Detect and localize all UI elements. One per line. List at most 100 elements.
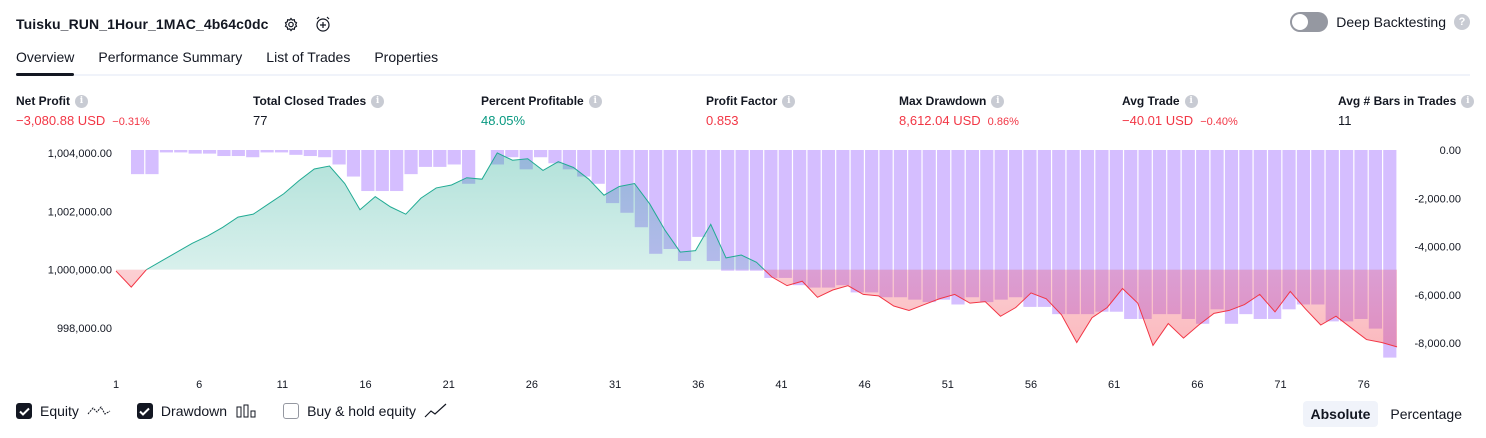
right-axis: 0.00 -2,000.00 -4,000.00 -6,000.00 -8,000.00 [1415, 145, 1461, 350]
x-tick-label: 11 [277, 379, 288, 391]
drawdown-bar [677, 150, 692, 262]
report-tabs: Overview Performance Summary List of Tra… [16, 46, 1470, 76]
tab-list-of-trades[interactable]: List of Trades [266, 49, 351, 65]
drawdown-bars [130, 150, 1397, 358]
right-tick-label: -8,000.00 [1415, 338, 1461, 350]
drawdown-bar [764, 150, 778, 278]
mode-absolute[interactable]: Absolute [1302, 401, 1379, 427]
drawdown-bar [130, 150, 145, 175]
drawdown-bar [850, 150, 864, 293]
metric-percent-profitable: Percent Profitable i 48.05% [481, 94, 602, 128]
drawdown-bar [231, 150, 245, 157]
metric-percent: −0.40% [1200, 116, 1238, 128]
equity-fill [116, 152, 1397, 347]
tab-performance-summary[interactable]: Performance Summary [98, 49, 243, 65]
metric-value: 0.853 [706, 113, 739, 128]
x-tick-label: 26 [526, 379, 538, 391]
drawdown-bar [274, 150, 289, 153]
left-tick-label: 1,004,000.00 [48, 148, 112, 160]
drawdown-bar [994, 150, 1008, 300]
equity-line [115, 152, 1398, 348]
metric-value: 48.05% [481, 113, 526, 128]
x-tick-label: 1 [113, 379, 119, 391]
deep-backtesting: Deep Backtesting ? [1290, 12, 1470, 32]
metric-avg-trade: Avg Trade i −40.01 USD −0.40% [1122, 94, 1238, 128]
legend-drawdown[interactable]: Drawdown [136, 403, 257, 419]
drawdown-bar [447, 150, 461, 165]
metric-label: Max Drawdown [899, 94, 987, 108]
metric-total-closed-trades: Total Closed Trades i 77 [253, 94, 385, 128]
info-icon[interactable]: i [1461, 94, 1475, 108]
info-icon[interactable]: i [1184, 94, 1198, 108]
drawdown-bar [908, 150, 922, 300]
metric-label: Total Closed Trades [253, 94, 367, 108]
drawdown-bar [217, 150, 231, 157]
metric-profit-factor: Profit Factor i 0.853 [706, 94, 796, 128]
help-icon[interactable]: ? [1454, 14, 1470, 30]
buy-hold-checkbox[interactable] [283, 403, 300, 419]
drawdown-bar [1296, 150, 1311, 305]
drawdown-bar [188, 150, 202, 154]
drawdown-bar [390, 150, 404, 192]
drawdown-bar [260, 150, 274, 153]
equity-checkbox[interactable] [16, 403, 32, 419]
mode-percentage[interactable]: Percentage [1390, 406, 1462, 422]
info-icon[interactable]: i [782, 94, 796, 108]
drawdown-bar [159, 150, 173, 153]
drawdown-bar [433, 150, 447, 167]
add-alert-icon[interactable] [313, 14, 333, 34]
drawdown-bar [1037, 150, 1051, 307]
buy-hold-line-icon [424, 403, 447, 418]
legend-equity[interactable]: Equity [16, 403, 111, 419]
drawdown-bar [1311, 150, 1325, 305]
x-tick-label: 31 [609, 379, 621, 391]
metric-value: 11 [1338, 113, 1352, 128]
drawdown-bar [375, 150, 389, 192]
strategy-title: Tuisku_RUN_1Hour_1MAC_4b64c0dc [16, 16, 269, 32]
drawdown-bar [778, 150, 792, 278]
info-icon[interactable]: i [588, 94, 602, 108]
info-icon[interactable]: i [75, 94, 88, 108]
legend-label: Buy & hold equity [307, 403, 417, 419]
metric-value: −3,080.88 USD [16, 113, 106, 128]
equity-chart[interactable]: 1,004,000.00 1,002,000.00 1,000,000.00 998,… [0, 140, 1486, 396]
drawdown-bar [807, 150, 821, 288]
right-tick-label: 0.00 [1440, 145, 1461, 157]
drawdown-bar [332, 150, 346, 165]
tab-overview[interactable]: Overview [16, 46, 75, 76]
metric-label: Avg Trade [1122, 94, 1180, 108]
drawdown-bar [246, 150, 260, 158]
drawdown-bar [893, 150, 908, 298]
equity-fill-below [116, 269, 1397, 347]
metric-value: 77 [253, 113, 268, 128]
x-axis: 1 6 11 16 21 26 31 36 41 46 51 56 61 66 71 76 [113, 379, 1370, 391]
metric-max-drawdown: Max Drawdown i 8,612.04 USD 0.86% [899, 94, 1019, 128]
settings-icon[interactable] [281, 14, 301, 34]
equity-line-below [115, 269, 1398, 348]
x-tick-label: 71 [1274, 379, 1286, 391]
x-tick-label: 56 [1025, 379, 1037, 391]
drawdown-bar [418, 150, 433, 167]
x-tick-label: 76 [1358, 379, 1370, 391]
drawdown-checkbox[interactable] [136, 403, 153, 419]
metric-label: Profit Factor [706, 94, 778, 108]
drawdown-bar [548, 150, 562, 164]
drawdown-bar [591, 150, 605, 184]
info-icon[interactable]: i [371, 94, 385, 108]
drawdown-bar [289, 150, 303, 155]
legend-buy-hold[interactable]: Buy & hold equity [283, 403, 448, 419]
drawdown-bar [145, 150, 159, 175]
drawdown-bar [865, 150, 879, 293]
tab-properties[interactable]: Properties [374, 49, 439, 65]
x-tick-label: 16 [359, 379, 371, 391]
x-tick-label: 46 [859, 379, 871, 391]
drawdown-bar [793, 150, 807, 286]
drawdown-bar [663, 150, 677, 249]
equity-line-icon [87, 406, 111, 415]
drawdown-bar [735, 150, 749, 271]
info-icon[interactable]: i [991, 94, 1005, 108]
metric-label: Percent Profitable [481, 94, 584, 108]
deep-backtesting-label: Deep Backtesting [1336, 14, 1446, 30]
drawdown-bar [1008, 150, 1023, 298]
deep-backtesting-toggle[interactable] [1290, 12, 1329, 32]
